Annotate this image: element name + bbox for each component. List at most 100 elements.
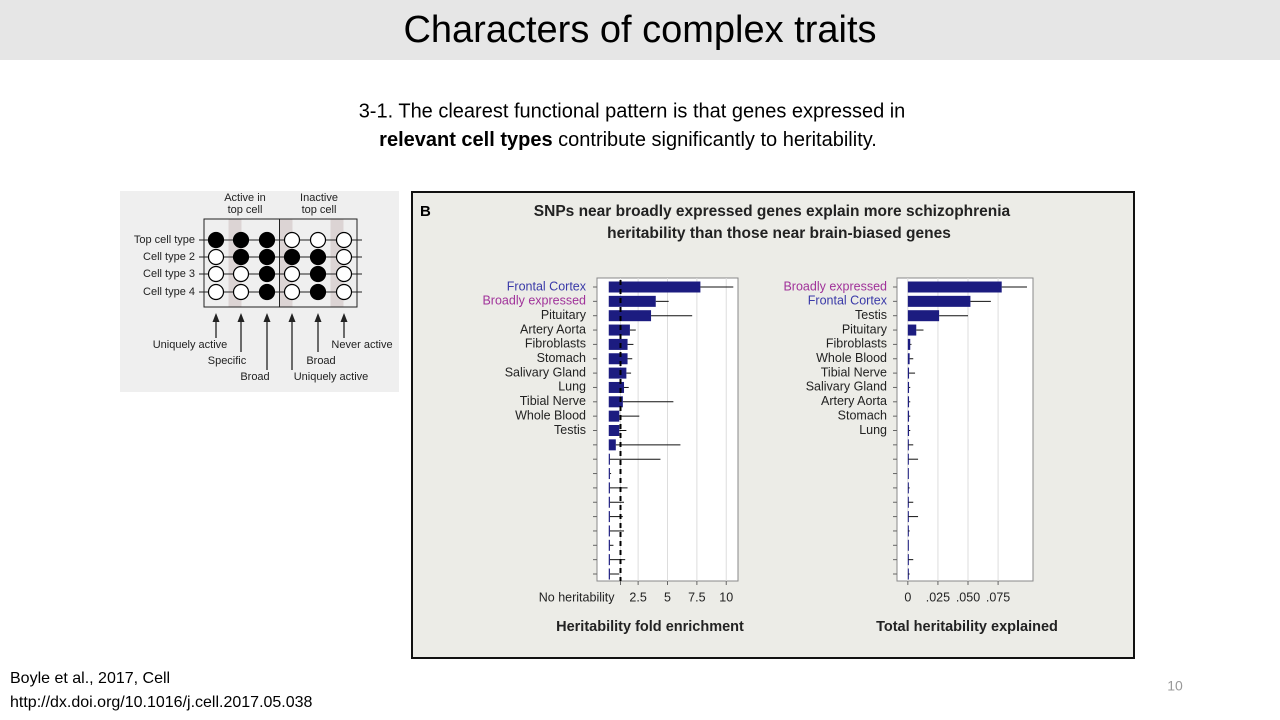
- bar: [608, 453, 610, 465]
- bar: [907, 295, 971, 307]
- x-tick-label: .075: [986, 590, 1010, 604]
- annotation: Broad: [240, 371, 269, 383]
- bar: [907, 396, 910, 408]
- bar: [907, 468, 909, 480]
- slide-title: Characters of complex traits: [403, 9, 876, 51]
- body-line: 3-1. The clearest functional pattern is …: [359, 100, 906, 122]
- bar: [907, 525, 909, 537]
- category-label: Tibial Nerve: [821, 365, 887, 379]
- state-circle: [335, 248, 353, 266]
- state-circle: [258, 283, 276, 301]
- arrow-head: [237, 313, 245, 322]
- plot-panel: [896, 277, 1034, 582]
- x-tick-label: 0: [904, 590, 911, 604]
- bar: [907, 511, 909, 523]
- annotation: Never active: [331, 339, 392, 351]
- figure-title: heritability than those near brain-biase…: [607, 225, 951, 242]
- bar: [907, 568, 909, 580]
- bar: [608, 425, 620, 436]
- annotation: Uniquely active: [294, 371, 369, 383]
- category-label: Tibial Nerve: [520, 394, 586, 408]
- bar: [907, 410, 910, 422]
- bar: [608, 482, 610, 494]
- x-tick-label: 7.5: [688, 590, 705, 604]
- annotation: Broad: [306, 355, 335, 367]
- bar: [907, 554, 909, 566]
- state-circle: [258, 265, 276, 283]
- bar: [608, 511, 610, 523]
- header-band: [0, 0, 1280, 60]
- bar: [907, 381, 910, 393]
- category-label: Fibroblasts: [525, 337, 586, 351]
- arrow-head: [340, 313, 348, 322]
- citation-url: http://dx.doi.org/10.1016/j.cell.2017.05…: [10, 694, 313, 711]
- category-label: Pituitary: [541, 308, 587, 322]
- bar: [907, 324, 917, 336]
- state-circle: [309, 265, 327, 283]
- category-label: Salivary Gland: [806, 380, 887, 394]
- bar: [608, 539, 610, 551]
- figure-title: SNPs near broadly expressed genes explai…: [534, 203, 1011, 220]
- bar: [608, 554, 610, 566]
- column-header: Inactive: [300, 192, 338, 204]
- state-circle: [283, 231, 301, 249]
- category-label: Artery Aorta: [520, 322, 586, 336]
- x-tick-label: .025: [926, 590, 950, 604]
- annotation: Specific: [208, 355, 247, 367]
- bar: [608, 568, 610, 580]
- arrow-head: [288, 313, 296, 322]
- bar: [608, 396, 623, 408]
- x-tick-label: No heritability: [539, 590, 615, 604]
- category-label: Stomach: [838, 408, 887, 422]
- arrow-head: [314, 313, 322, 322]
- x-axis-title: Heritability fold enrichment: [556, 619, 744, 635]
- state-circle: [309, 248, 327, 266]
- category-label: Broadly expressed: [783, 279, 887, 293]
- category-label: Pituitary: [842, 322, 888, 336]
- arrow-head: [212, 313, 220, 322]
- x-tick-label: .050: [956, 590, 980, 604]
- bar: [608, 525, 610, 537]
- state-circle: [232, 231, 250, 249]
- state-circle: [207, 283, 225, 301]
- bar: [907, 281, 1002, 293]
- citation: Boyle et al., 2017, Cell: [10, 670, 170, 687]
- category-label: Salivary Gland: [505, 365, 586, 379]
- x-tick-label: 5: [664, 590, 671, 604]
- bar: [907, 539, 909, 551]
- state-circle: [335, 283, 353, 301]
- bar: [907, 453, 909, 465]
- page-number: 10: [1167, 678, 1183, 694]
- bar: [608, 367, 627, 379]
- state-circle: [232, 265, 250, 283]
- category-label: Frontal Cortex: [808, 294, 888, 308]
- bar: [907, 338, 911, 350]
- bar: [608, 281, 701, 293]
- category-label: Testis: [554, 423, 586, 437]
- bar: [907, 425, 910, 436]
- state-circle: [283, 265, 301, 283]
- column-header: top cell: [228, 204, 263, 216]
- category-label: Whole Blood: [816, 351, 887, 365]
- body-bold: relevant cell types: [379, 129, 552, 151]
- state-circle: [207, 265, 225, 283]
- arrow-head: [263, 313, 271, 322]
- bar: [608, 496, 610, 508]
- bar: [608, 324, 630, 336]
- state-circle: [232, 283, 250, 301]
- category-label: Lung: [558, 380, 586, 394]
- state-circle: [258, 231, 276, 249]
- row-label: Cell type 2: [143, 251, 195, 263]
- bar: [907, 367, 910, 379]
- state-circle: [335, 265, 353, 283]
- bar: [608, 295, 656, 307]
- bar: [608, 353, 628, 365]
- body-rest: contribute significantly to heritability…: [553, 129, 877, 151]
- state-circle: [207, 248, 225, 266]
- bar: [608, 468, 610, 480]
- bar: [608, 310, 652, 322]
- state-circle: [309, 283, 327, 301]
- bar: [907, 439, 909, 451]
